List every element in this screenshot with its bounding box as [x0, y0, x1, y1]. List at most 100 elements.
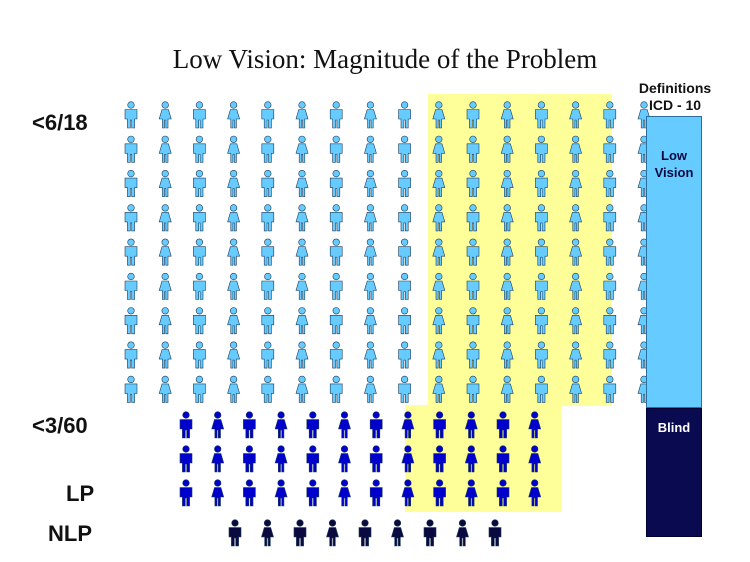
low-vision-person-icon — [124, 204, 138, 232]
low-vision-person-icon — [124, 272, 138, 300]
low-vision-person-icon — [363, 169, 377, 198]
blind-3-60-person-icon — [179, 445, 193, 473]
legend-title-line2: ICD - 10 — [648, 97, 702, 113]
low-vision-person-icon — [227, 101, 241, 129]
low-vision-person-icon — [261, 204, 275, 232]
blind-3-60-person-icon — [306, 411, 320, 439]
low-vision-person-icon — [295, 135, 309, 163]
blind-3-60-person-icon — [211, 445, 225, 473]
low-vision-person-icon — [329, 204, 343, 232]
low-vision-person-icon — [124, 341, 138, 369]
low-vision-person-icon — [398, 238, 412, 266]
low-vision-person-icon — [158, 101, 172, 129]
low-vision-person-icon — [227, 272, 241, 300]
low-vision-label-line2: Vision — [654, 165, 694, 180]
low-vision-person-icon — [192, 135, 206, 163]
low-vision-person-icon — [398, 101, 412, 129]
low-vision-person-icon — [192, 204, 206, 232]
low-vision-person-icon — [158, 204, 172, 232]
low-vision-label-line1: Low — [661, 148, 687, 163]
low-vision-person-icon — [329, 135, 343, 163]
low-vision-person-icon — [398, 341, 412, 369]
row-label-lp: LP — [66, 481, 95, 506]
low-vision-person-icon — [363, 238, 377, 266]
low-vision-label: Low Vision — [647, 147, 701, 181]
low-vision-person-icon — [158, 307, 172, 335]
low-vision-person-icon — [398, 307, 412, 335]
low-vision-person-icon — [261, 341, 275, 369]
low-vision-person-icon — [158, 375, 172, 403]
low-vision-person-icon — [124, 101, 138, 129]
low-vision-person-icon — [227, 238, 241, 266]
nlp-person-icon — [423, 519, 437, 547]
low-vision-person-icon — [329, 375, 343, 403]
low-vision-person-icon — [227, 135, 241, 163]
low-vision-person-icon — [329, 341, 343, 369]
page-title: Low Vision: Magnitude of the Problem — [172, 44, 598, 74]
blind-3-60-person-icon — [369, 411, 383, 439]
low-vision-person-icon — [329, 238, 343, 266]
low-vision-person-icon — [227, 341, 241, 369]
low-vision-person-icon — [158, 238, 172, 266]
low-vision-person-icon — [295, 375, 309, 403]
low-vision-person-icon — [192, 272, 206, 300]
low-vision-person-icon — [398, 375, 412, 403]
low-vision-person-icon — [398, 135, 412, 163]
low-vision-person-icon — [158, 341, 172, 369]
low-vision-person-icon — [192, 169, 206, 198]
low-vision-person-icon — [363, 135, 377, 163]
blind-3-60-person-icon — [274, 411, 288, 439]
low-vision-person-icon — [363, 204, 377, 232]
low-vision-person-icon — [158, 169, 172, 198]
low-vision-person-icon — [158, 135, 172, 163]
blind-3-60-person-icon — [179, 411, 193, 439]
nlp-person-icon — [261, 519, 274, 547]
low-vision-person-icon — [227, 204, 241, 232]
low-vision-person-icon — [363, 375, 377, 403]
lp-person-icon — [338, 479, 351, 507]
low-vision-person-icon — [295, 341, 309, 369]
nlp-person-icon — [488, 519, 502, 547]
row-label-3-60: <3/60 — [32, 413, 88, 438]
low-vision-person-icon — [124, 238, 138, 266]
blind-3-60-person-icon — [242, 445, 256, 473]
low-vision-person-icon — [398, 169, 412, 198]
low-vision-person-icon — [398, 272, 412, 300]
blind-bar: Blind — [646, 408, 702, 537]
low-vision-person-icon — [261, 272, 275, 300]
low-vision-person-icon — [295, 238, 309, 266]
low-vision-person-icon — [398, 204, 412, 232]
low-vision-person-icon — [329, 169, 343, 198]
blind-3-60-person-icon — [274, 445, 288, 473]
low-vision-person-icon — [329, 272, 343, 300]
low-vision-person-icon — [329, 101, 343, 129]
low-vision-person-icon — [329, 307, 343, 335]
low-vision-person-icon — [124, 169, 138, 198]
lp-person-icon — [211, 479, 225, 507]
low-vision-person-icon — [363, 307, 377, 335]
nlp-person-icon — [228, 519, 242, 547]
blind-3-60-person-icon — [306, 445, 320, 473]
blind-3-60-person-icon — [338, 445, 351, 473]
lp-person-icon — [306, 479, 320, 507]
low-vision-person-icon — [363, 272, 377, 300]
low-vision-person-icon — [295, 307, 309, 335]
low-vision-person-icon — [124, 307, 138, 335]
low-vision-person-icon — [261, 135, 275, 163]
low-vision-bar: Low Vision — [646, 116, 702, 408]
lp-person-icon — [369, 479, 383, 507]
blind-3-60-person-icon — [338, 411, 351, 439]
low-vision-person-icon — [227, 169, 241, 198]
low-vision-person-icon — [295, 204, 309, 232]
nlp-person-icon — [293, 519, 307, 547]
low-vision-person-icon — [227, 307, 241, 335]
low-vision-person-icon — [261, 238, 275, 266]
low-vision-person-icon — [192, 307, 206, 335]
low-vision-person-icon — [192, 101, 206, 129]
low-vision-person-icon — [261, 101, 275, 129]
lp-person-icon — [179, 479, 193, 507]
low-vision-person-icon — [124, 375, 138, 403]
row-label-6-18: <6/18 — [32, 110, 88, 135]
low-vision-person-icon — [192, 341, 206, 369]
